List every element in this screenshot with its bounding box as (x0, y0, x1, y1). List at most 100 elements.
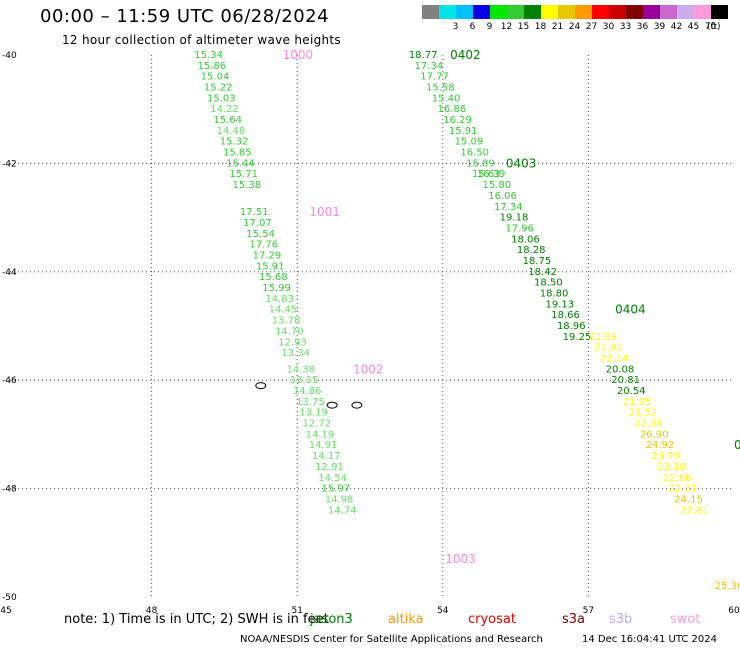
island-outline (351, 401, 363, 409)
wave-height-value: 18.96 (557, 321, 586, 332)
wave-height-value: 17.96 (505, 223, 534, 234)
wave-height-value: 17.29 (253, 251, 282, 262)
track-label: 0402 (450, 48, 481, 62)
scale-label: 12 (500, 22, 513, 32)
scale-label: 6 (469, 22, 476, 32)
wave-height-value: 15.89 (466, 158, 495, 169)
wave-height-value: 14.70 (275, 326, 304, 337)
scale-label: 39 (653, 22, 666, 32)
scale-swatch (626, 5, 643, 19)
scale-label: 45 (687, 22, 700, 32)
wave-height-value: 15.54 (246, 229, 275, 240)
wave-height-value: 18.28 (517, 245, 546, 256)
track-0403: 16.3915.8016.0617.3419.1817.9618.0618.28… (477, 156, 592, 342)
wave-height-value: 14.86 (293, 386, 322, 397)
lon-tick-label: 48 (146, 606, 158, 616)
wave-height-value: 15.63 (472, 169, 501, 180)
wave-height-value: 13.78 (272, 316, 301, 327)
wave-height-value: 15.80 (483, 180, 512, 191)
lon-tick-label: 45 (0, 606, 11, 616)
wave-height-value: 19.18 (500, 213, 529, 224)
wave-height-value: 14.98 (325, 494, 354, 505)
wave-height-value: 23.18 (657, 462, 686, 473)
wave-height-value: 13.19 (299, 408, 328, 419)
wave-height-value: 18.42 (528, 267, 557, 278)
scale-swatch (456, 5, 473, 19)
wave-height-value: 15.44 (226, 158, 255, 169)
wave-height-value: 17.07 (243, 218, 272, 229)
wave-height-value: 23.79 (651, 451, 680, 462)
island-outline (326, 401, 338, 409)
scale-label: 9 (486, 22, 493, 32)
altimeter-tracks: 15.3415.8615.0415.2215.0314.2215.6414.48… (194, 48, 740, 592)
map-title: 00:00 – 11:59 UTC 06/28/2024 (40, 6, 330, 27)
wave-height-value: 22.31 (669, 484, 698, 495)
scale-label: 3 (452, 22, 459, 32)
wave-height-value: 16.86 (437, 104, 466, 115)
track-label: 1001 (309, 205, 340, 219)
track-1002: 14.3813.1514.8613.7513.1912.7214.1914.91… (287, 362, 384, 516)
wave-height-value: 26.90 (640, 429, 669, 440)
wave-height-value: 14.17 (312, 451, 341, 462)
track-0404: 22.6921.8122.1420.0820.8120.5421.9521.52… (588, 303, 708, 517)
wave-height-value: 15.40 (432, 93, 461, 104)
wave-height-value: 19.25 (563, 332, 592, 343)
scale-label: 21 (551, 22, 564, 32)
lat-tick-label: -42 (2, 159, 17, 169)
wave-height-value: 13.75 (296, 397, 325, 408)
island-outline (255, 382, 267, 390)
map-subtitle: 12 hour collection of altimeter wave hei… (62, 33, 341, 47)
wave-height-value: 17.34 (415, 61, 444, 72)
wave-height-value: 22.38 (634, 419, 663, 430)
lat-tick-label: -40 (2, 51, 17, 61)
wave-height-value: 16.06 (488, 191, 517, 202)
satellite-jason3: jason3 (310, 612, 353, 627)
wave-height-value: 22.86 (663, 473, 692, 484)
scale-swatch (422, 5, 439, 19)
lat-tick-label: -44 (2, 268, 17, 278)
track-label: 1003 (445, 552, 476, 566)
lon-tick-label: 57 (583, 606, 594, 616)
wave-height-value: 13.34 (281, 348, 310, 359)
wave-height-value: 15.34 (194, 50, 223, 61)
scale-swatch (694, 5, 711, 19)
wave-height-value: 15.04 (201, 72, 230, 83)
scale-swatch (558, 5, 575, 19)
wave-height-value: 25.36 (715, 581, 740, 592)
satellite-cryosat: cryosat (468, 612, 516, 627)
wave-height-value: 12.93 (278, 337, 307, 348)
scale-label: 70 (704, 22, 717, 32)
wave-height-value: 18.50 (534, 278, 563, 289)
scale-swatch (439, 5, 456, 19)
wave-height-value: 17.77 (420, 72, 449, 83)
wave-height-value: 22.14 (600, 354, 629, 365)
wave-height-value: 15.97 (322, 484, 351, 495)
wave-height-value: 22.69 (588, 332, 617, 343)
lon-tick-label: 51 (291, 606, 302, 616)
wave-height-value: 24.15 (674, 494, 703, 505)
scale-swatch (575, 5, 592, 19)
wave-height-value: 15.71 (229, 169, 258, 180)
track-1000: 15.3415.8615.0415.2215.0314.2215.6414.48… (194, 48, 313, 191)
satellite-altika: altika (388, 612, 424, 627)
credit-line: NOAA/NESDIS Center for Satellite Applica… (240, 634, 543, 645)
wave-height-value: 15.91 (256, 261, 285, 272)
wave-height-value: 14.38 (287, 364, 316, 375)
scale-label: 36 (636, 22, 649, 32)
track-label: 0404 (615, 303, 646, 317)
scale-swatch (507, 5, 524, 19)
wave-height-value: 18.77 (409, 50, 438, 61)
wave-height-value: 15.85 (223, 148, 252, 159)
wave-height-value: 15.32 (220, 137, 249, 148)
satellite-s3a: s3a (562, 612, 586, 627)
scale-swatch (677, 5, 694, 19)
footnote: note: 1) Time is in UTC; 2) SWH is in fe… (64, 612, 329, 627)
scale-swatch (524, 5, 541, 19)
scale-swatch (609, 5, 626, 19)
scale-label: 27 (585, 22, 598, 32)
islands (255, 382, 363, 409)
lat-tick-label: -46 (2, 376, 17, 386)
wave-height-value: 12.91 (315, 462, 344, 473)
wave-height-value: 12.72 (302, 419, 331, 430)
